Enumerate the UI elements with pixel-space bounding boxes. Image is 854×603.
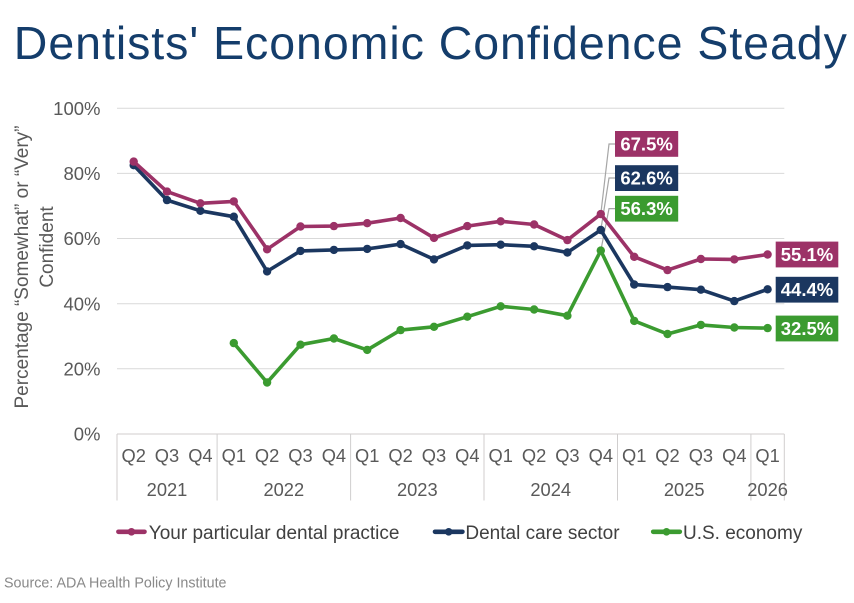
svg-text:Q4: Q4: [589, 445, 613, 466]
svg-text:2024: 2024: [530, 479, 571, 500]
svg-text:Q3: Q3: [555, 445, 579, 466]
svg-text:2021: 2021: [147, 479, 188, 500]
svg-text:55.1%: 55.1%: [781, 244, 833, 265]
svg-text:Q2: Q2: [388, 445, 412, 466]
svg-text:Dentists' Economic Confidence: Dentists' Economic Confidence Steady: [14, 17, 848, 69]
svg-text:Q4: Q4: [722, 445, 746, 466]
svg-text:Q1: Q1: [489, 445, 513, 466]
svg-text:U.S. economy: U.S. economy: [683, 523, 803, 544]
svg-text:40%: 40%: [63, 293, 100, 314]
svg-text:Q1: Q1: [355, 445, 379, 466]
svg-text:Q3: Q3: [422, 445, 446, 466]
svg-text:62.6%: 62.6%: [620, 168, 672, 189]
svg-text:Q2: Q2: [522, 445, 546, 466]
svg-text:2022: 2022: [263, 479, 304, 500]
svg-text:100%: 100%: [53, 98, 100, 119]
svg-text:Q1: Q1: [222, 445, 246, 466]
svg-text:Q2: Q2: [255, 445, 279, 466]
svg-text:60%: 60%: [63, 228, 100, 249]
svg-text:Q4: Q4: [188, 445, 212, 466]
svg-text:Q3: Q3: [288, 445, 312, 466]
svg-text:Q3: Q3: [155, 445, 179, 466]
svg-text:Your particular dental practic: Your particular dental practice: [149, 523, 400, 544]
svg-text:0%: 0%: [74, 424, 101, 445]
svg-text:Source: ADA Health Policy Inst: Source: ADA Health Policy Institute: [4, 576, 227, 592]
svg-text:Q2: Q2: [122, 445, 146, 466]
svg-text:Q4: Q4: [455, 445, 479, 466]
svg-text:80%: 80%: [63, 163, 100, 184]
svg-text:Q2: Q2: [655, 445, 679, 466]
svg-text:Dental care sector: Dental care sector: [465, 523, 620, 544]
svg-text:20%: 20%: [63, 359, 100, 380]
svg-text:Confident: Confident: [37, 206, 58, 288]
svg-text:32.5%: 32.5%: [781, 318, 833, 339]
svg-text:Q1: Q1: [755, 445, 779, 466]
svg-text:2026: 2026: [747, 479, 788, 500]
svg-text:56.3%: 56.3%: [620, 198, 672, 219]
svg-text:2023: 2023: [397, 479, 438, 500]
svg-text:44.4%: 44.4%: [781, 279, 833, 300]
svg-text:Percentage “Somewhat” or “Very: Percentage “Somewhat” or “Very”: [12, 125, 33, 408]
svg-text:Q3: Q3: [689, 445, 713, 466]
svg-text:67.5%: 67.5%: [620, 133, 672, 154]
svg-text:2025: 2025: [664, 479, 705, 500]
svg-text:Q4: Q4: [322, 445, 346, 466]
svg-text:Q1: Q1: [622, 445, 646, 466]
